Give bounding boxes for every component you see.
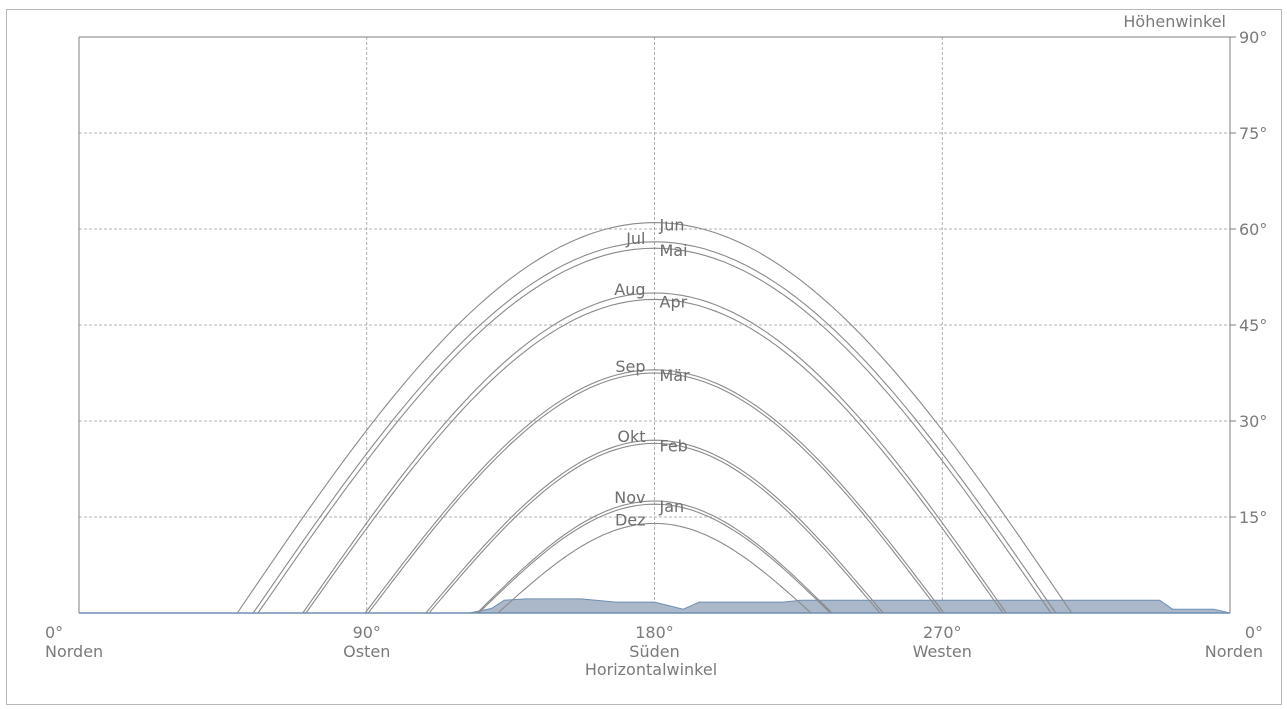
x-tick-label: 0° [1245, 623, 1263, 642]
month-label: Jan [659, 497, 685, 516]
x-direction-label: Westen [913, 642, 972, 661]
horizon-profile [79, 598, 1231, 614]
month-label: Mai [660, 241, 688, 260]
month-label: Feb [660, 436, 688, 455]
sun-path-mär [367, 372, 942, 614]
x-tick-label: 270° [923, 623, 962, 642]
sun-path-okt [425, 439, 884, 614]
sun-path-layer [236, 222, 1073, 614]
sun-path-feb [428, 442, 881, 614]
month-label: Dez [615, 510, 646, 529]
x-direction-label: Norden [45, 642, 103, 661]
y-tick-label: 30° [1239, 412, 1267, 431]
tick-label-layer: 0°Norden90°Osten180°Süden270°Westen0°Nor… [45, 28, 1267, 661]
x-direction-label: Osten [343, 642, 390, 661]
month-label: Nov [614, 488, 645, 507]
x-tick-label: 90° [353, 623, 381, 642]
sun-path-sep [364, 369, 945, 614]
x-tick-label: 180° [635, 623, 674, 642]
sun-path-jul [252, 241, 1057, 614]
y-tick-label: 75° [1239, 124, 1267, 143]
y-tick-label: 15° [1239, 508, 1267, 527]
sun-path-jan [478, 503, 831, 614]
x-axis-title: Horizontalwinkel [585, 660, 717, 679]
x-tick-label: 0° [45, 623, 63, 642]
y-tick-label: 90° [1239, 28, 1267, 47]
horizon-layer [79, 598, 1231, 614]
month-label: Jun [659, 216, 685, 235]
month-label: Mär [660, 366, 691, 385]
month-label: Jul [625, 229, 645, 248]
month-label: Sep [615, 357, 645, 376]
month-label: Aug [614, 280, 645, 299]
month-label: Apr [660, 292, 688, 311]
sun-path-jun [236, 222, 1073, 614]
sun-path-dez [497, 522, 812, 614]
sun-path-apr [305, 298, 1004, 614]
y-axis-title: Höhenwinkel [1123, 12, 1226, 31]
sun-path-aug [302, 292, 1007, 614]
y-tick-label: 60° [1239, 220, 1267, 239]
month-label-layer: Jun Jul Mai Aug Apr Sep Mär Okt Feb Nov Jan Dez [614, 216, 690, 530]
x-direction-label: Süden [629, 642, 679, 661]
x-direction-label: Norden [1205, 642, 1263, 661]
sun-path-mai [257, 247, 1052, 614]
month-label: Okt [617, 427, 645, 446]
sun-path-nov [476, 500, 833, 614]
chart-frame [6, 9, 1282, 705]
grid-layer [78, 36, 1236, 613]
y-tick-label: 45° [1239, 316, 1267, 335]
